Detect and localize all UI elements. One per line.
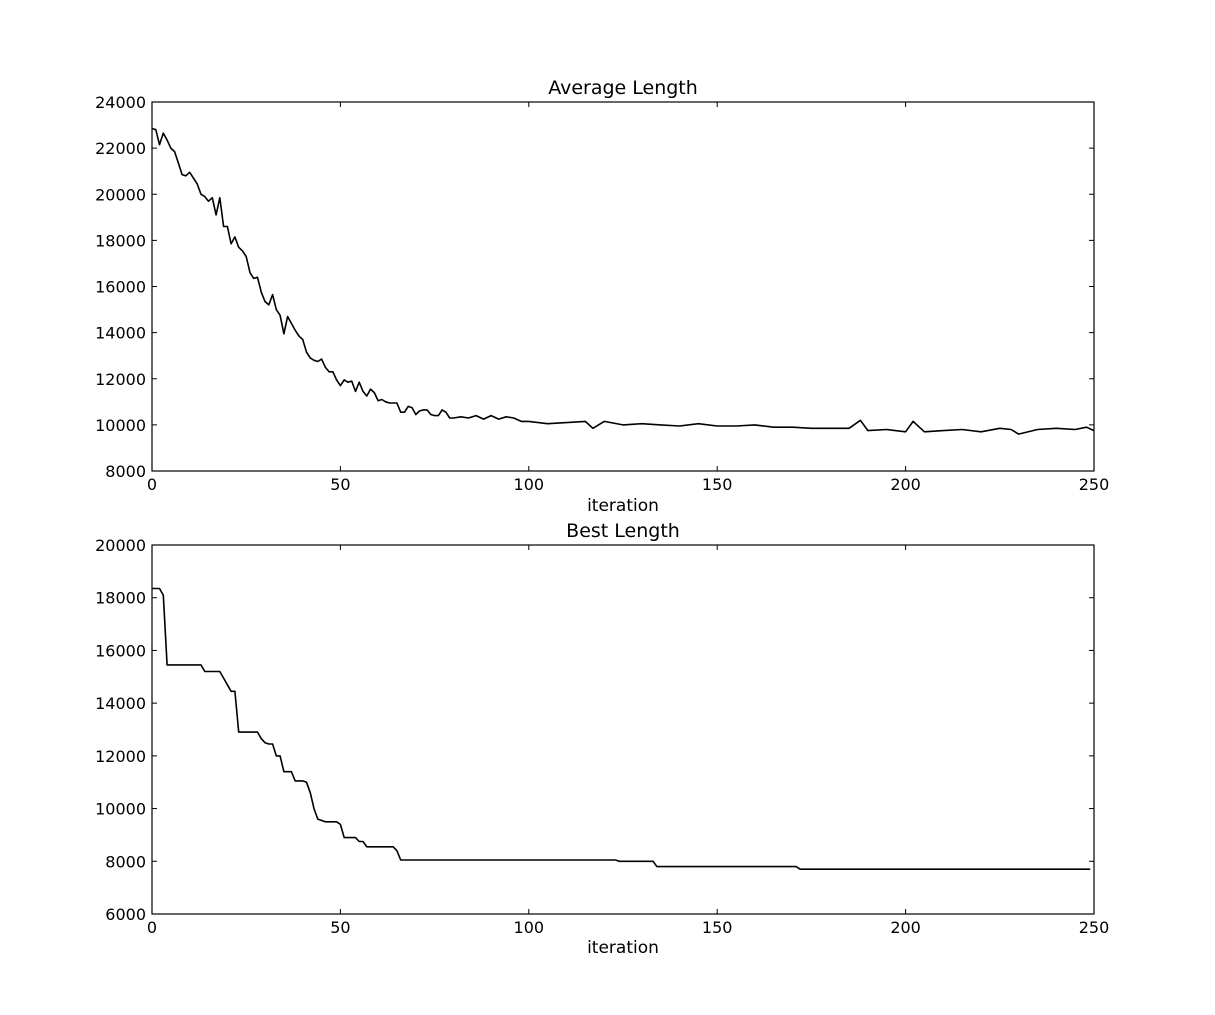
y-tick-label: 6000	[105, 905, 146, 924]
x-tick-label: 0	[147, 918, 157, 937]
y-tick-label: 12000	[95, 747, 146, 766]
y-tick-label: 18000	[95, 231, 146, 250]
x-tick-label: 200	[890, 475, 921, 494]
series-line	[152, 587, 1091, 871]
series-line	[151, 127, 1095, 435]
y-tick-label: 10000	[95, 800, 146, 819]
x-axis-label: iteration	[587, 496, 659, 516]
plot-frame	[151, 101, 1095, 472]
x-tick-label: 250	[1079, 475, 1110, 494]
y-tick-label: 10000	[95, 416, 146, 435]
y-tick-label: 24000	[95, 93, 146, 112]
y-tick-label: 16000	[95, 278, 146, 297]
chart-title: Best Length	[566, 520, 680, 542]
y-tick-label: 8000	[105, 852, 146, 871]
y-tick-label: 20000	[95, 185, 146, 204]
x-tick-label: 250	[1079, 918, 1110, 937]
chart-title: Average Length	[548, 77, 698, 99]
y-tick-label: 12000	[95, 370, 146, 389]
y-tick-label: 14000	[95, 324, 146, 343]
average-length-subplot: Average Length iteration 0 50 100 150 200 250…	[95, 77, 1109, 516]
y-tick-label: 16000	[95, 641, 146, 660]
best-length-subplot: Best Length iteration 0 50 100 150 200 250 600…	[95, 520, 1109, 958]
x-tick-label: 50	[330, 918, 350, 937]
y-tick-label: 8000	[105, 462, 146, 481]
x-tick-label: 0	[147, 475, 157, 494]
x-axis-label: iteration	[587, 938, 659, 958]
x-tick-label: 100	[514, 918, 545, 937]
plot-frame	[151, 544, 1095, 915]
x-tick-label: 100	[514, 475, 545, 494]
y-tick-label: 20000	[95, 536, 146, 555]
x-tick-label: 150	[702, 475, 733, 494]
x-tick-label: 50	[330, 475, 350, 494]
y-tick-label: 18000	[95, 589, 146, 608]
y-tick-label: 22000	[95, 139, 146, 158]
x-tick-label: 150	[702, 918, 733, 937]
y-tick-label: 14000	[95, 694, 146, 713]
x-tick-label: 200	[890, 918, 921, 937]
